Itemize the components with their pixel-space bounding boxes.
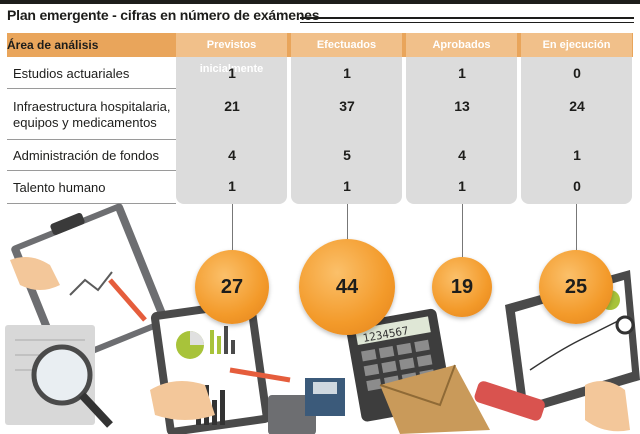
row-label-estudios: Estudios actuariales xyxy=(13,66,130,81)
table-cell: 5 xyxy=(343,147,351,163)
total-en-ejecucion-circle: 25 xyxy=(539,250,613,324)
table-cell: 1 xyxy=(228,178,236,194)
column-header-efectuados: Efectuados xyxy=(291,33,402,57)
table-cell: 37 xyxy=(339,98,355,114)
column-bg-efectuados xyxy=(291,57,402,204)
hand-icon xyxy=(585,381,630,432)
row-divider xyxy=(7,203,176,204)
total-aprobados-circle: 19 xyxy=(432,257,492,317)
table-cell: 1 xyxy=(228,65,236,81)
pen-icon xyxy=(108,278,147,322)
connector-line xyxy=(232,204,233,252)
title-rule xyxy=(300,17,634,19)
table-cell: 13 xyxy=(454,98,470,114)
table-cell: 0 xyxy=(573,65,581,81)
cup-icon xyxy=(268,395,316,434)
table-cell: 24 xyxy=(569,98,585,114)
title-rule-thin xyxy=(300,22,634,23)
table-cell: 1 xyxy=(458,178,466,194)
top-border xyxy=(0,0,640,4)
row-divider xyxy=(7,170,176,171)
row-label-administracion: Administración de fondos xyxy=(13,148,159,163)
page-title: Plan emergente - cifras en número de exá… xyxy=(7,7,320,23)
table-cell: 21 xyxy=(224,98,240,114)
total-efectuados-circle: 44 xyxy=(299,239,395,335)
table-cell: 4 xyxy=(458,147,466,163)
table-cell: 4 xyxy=(228,147,236,163)
magnifier-icon xyxy=(31,344,93,406)
pen-icon xyxy=(229,367,291,383)
envelope-icon xyxy=(380,365,490,434)
area-header-label: Área de análisis xyxy=(7,38,99,52)
row-divider xyxy=(7,88,176,89)
office-desk-illustration: 1234567 xyxy=(5,203,640,434)
hand-icon xyxy=(10,256,60,290)
column-bg-previstos xyxy=(176,57,287,204)
table-cell: 1 xyxy=(573,147,581,163)
connector-line xyxy=(576,204,577,252)
connector-line xyxy=(347,204,348,242)
row-label-infraestructura-1: Infraestructura hospitalaria, xyxy=(13,99,171,114)
column-header-aprobados: Aprobados xyxy=(406,33,517,57)
total-previstos-circle: 27 xyxy=(195,250,269,324)
stapler-icon xyxy=(474,381,545,421)
column-bg-en-ejecucion xyxy=(521,57,632,204)
table-cell: 1 xyxy=(458,65,466,81)
table-cell: 0 xyxy=(573,178,581,194)
column-header-previstos: Previstos inicialmente xyxy=(176,33,287,75)
table-cell: 1 xyxy=(343,65,351,81)
connector-line xyxy=(462,204,463,259)
row-divider xyxy=(7,139,176,140)
row-label-infraestructura-2: equipos y medicamentos xyxy=(13,115,157,130)
hand-icon xyxy=(150,381,215,420)
table-cell: 1 xyxy=(343,178,351,194)
column-header-en-ejecucion: En ejecución xyxy=(521,33,632,57)
column-bg-aprobados xyxy=(406,57,517,204)
row-label-talento: Talento humano xyxy=(13,180,106,195)
